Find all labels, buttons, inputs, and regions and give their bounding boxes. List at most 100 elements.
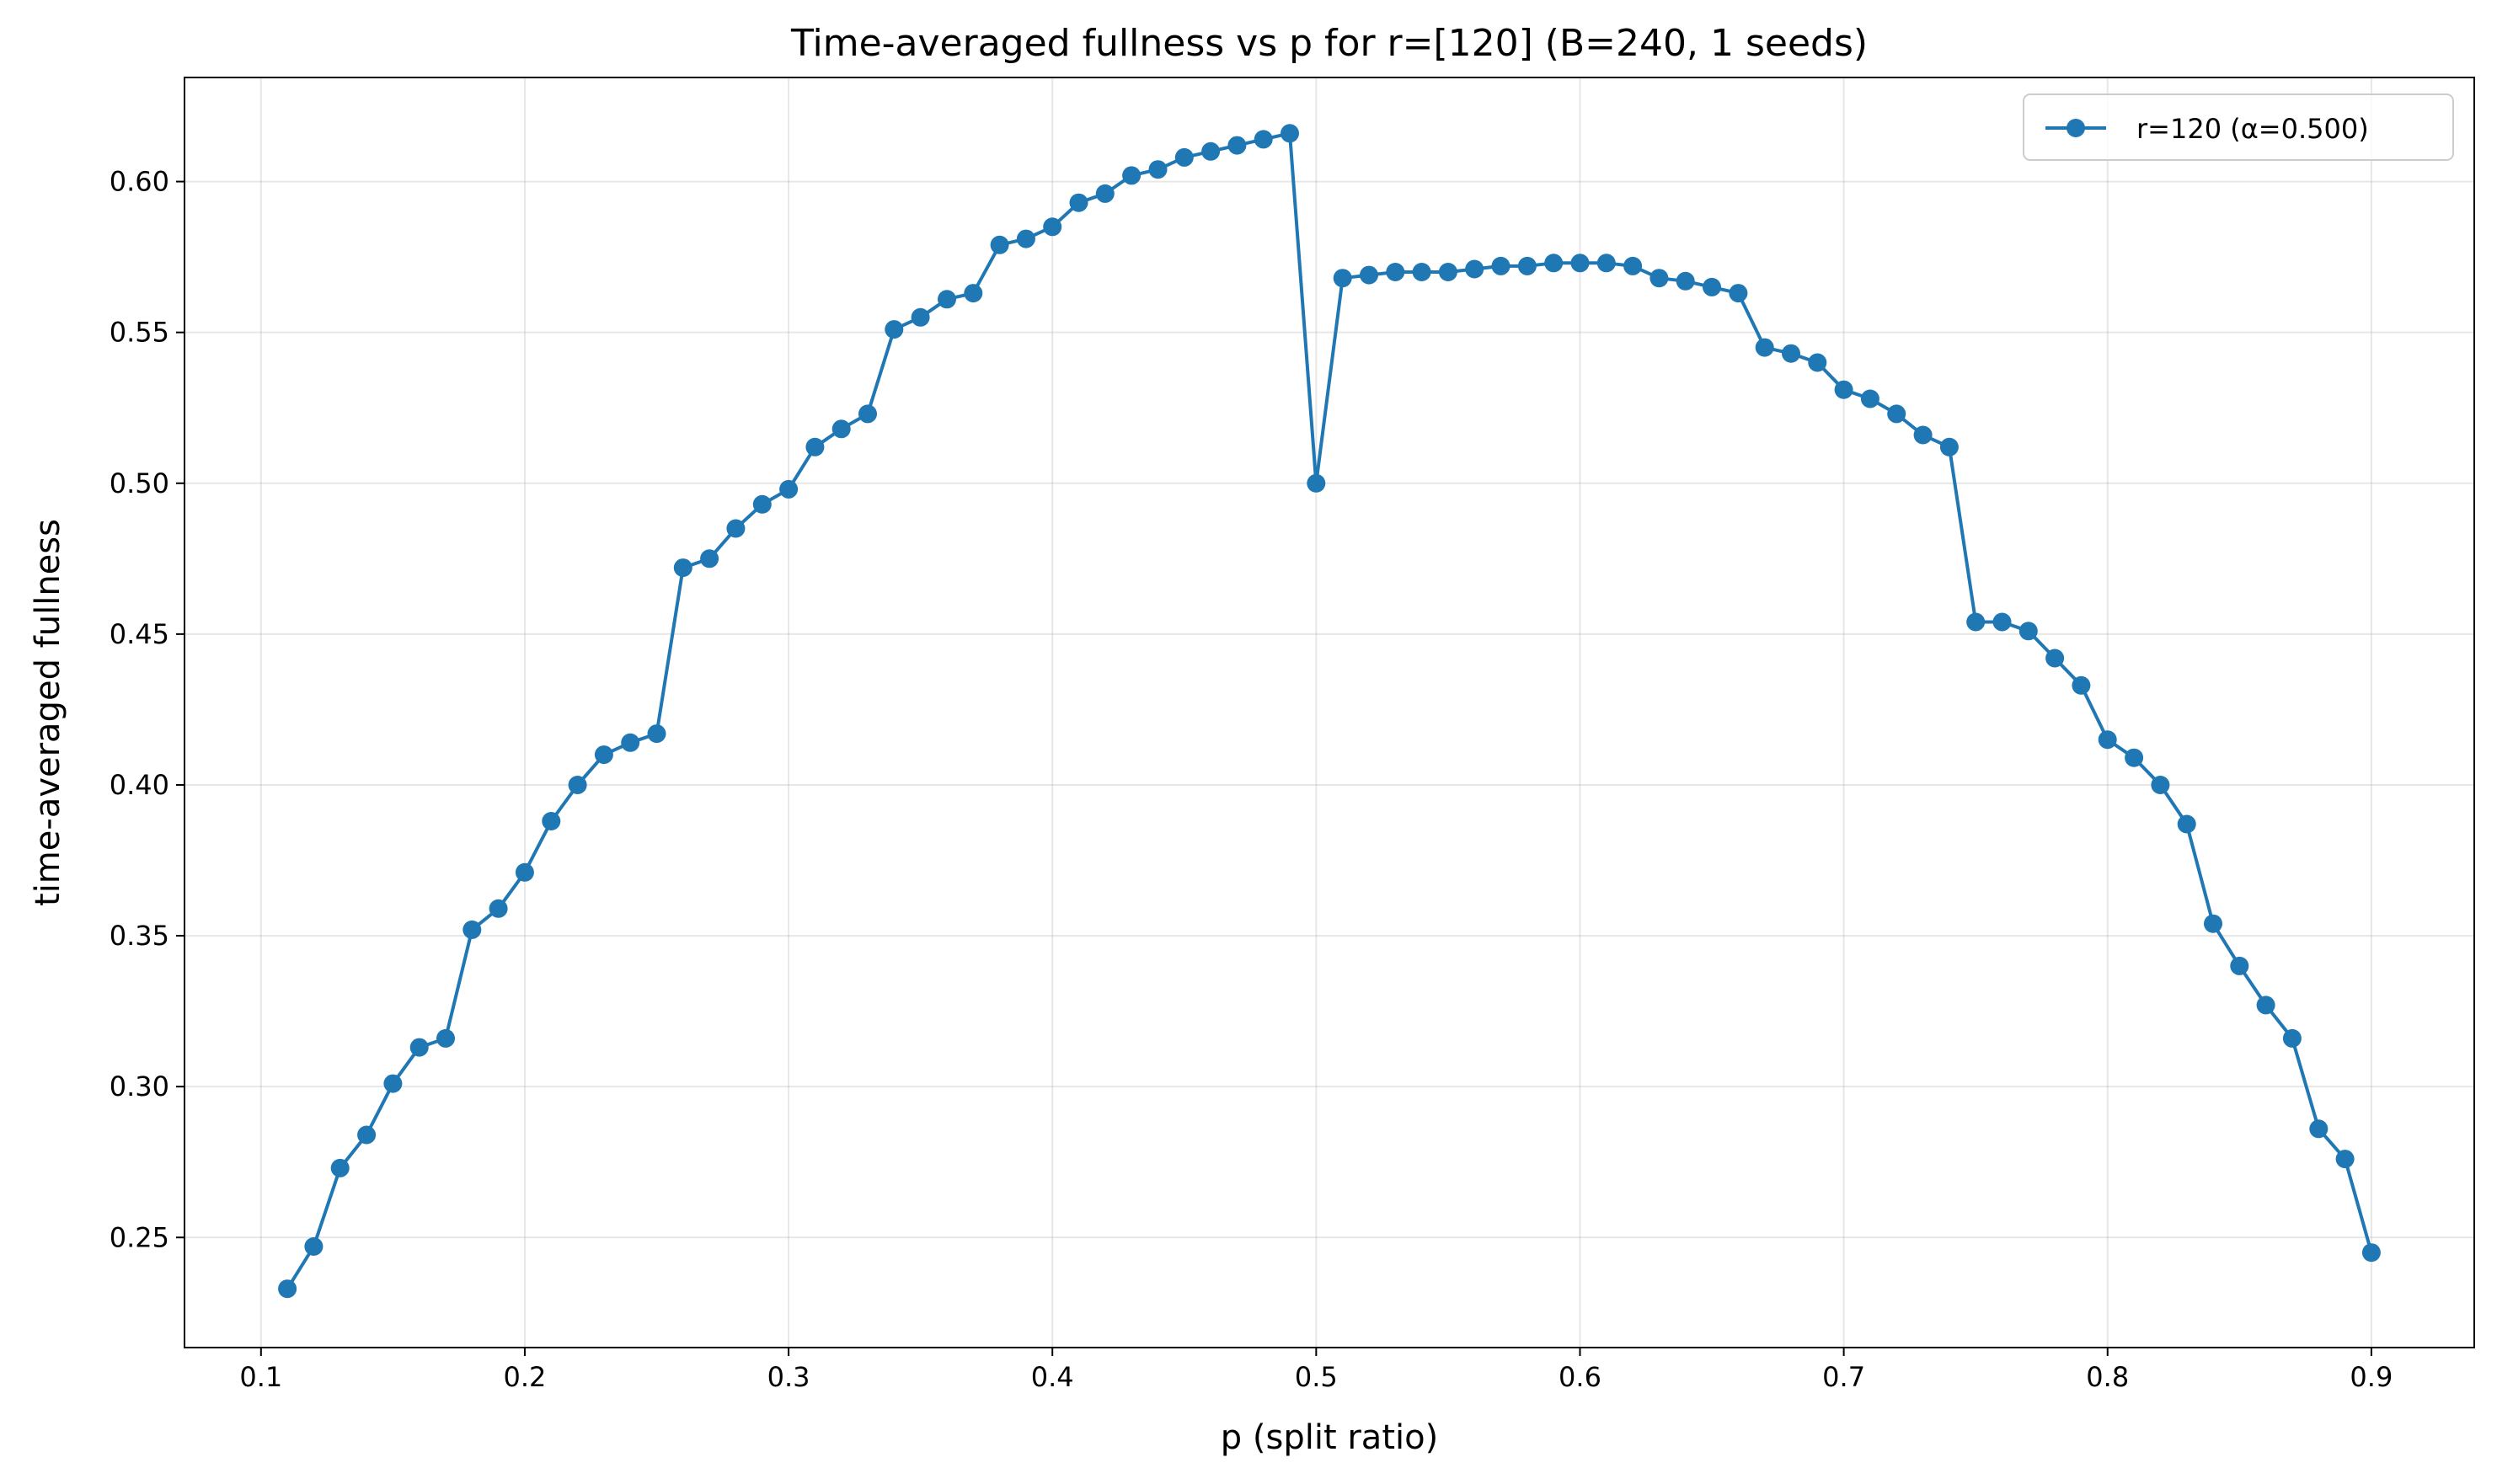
data-point bbox=[752, 494, 772, 514]
data-point bbox=[700, 549, 719, 569]
data-point bbox=[1016, 229, 1035, 248]
y-tick-label: 0.40 bbox=[110, 769, 169, 801]
data-point bbox=[1438, 263, 1457, 281]
data-point bbox=[1650, 269, 1669, 288]
data-point bbox=[1860, 389, 1879, 408]
data-point bbox=[1095, 184, 1115, 203]
chart-title: Time-averaged fullness vs p for r=[120] … bbox=[790, 22, 1868, 65]
plot-area-frame bbox=[184, 77, 2475, 1348]
data-point bbox=[1570, 254, 1590, 273]
y-axis-label: time-averaged fullness bbox=[29, 519, 67, 906]
data-point bbox=[1307, 473, 1326, 493]
data-point bbox=[1729, 284, 1748, 303]
data-point bbox=[1412, 263, 1431, 281]
data-point bbox=[357, 1125, 377, 1145]
y-tick-label: 0.45 bbox=[110, 618, 169, 650]
data-point bbox=[2335, 1150, 2355, 1169]
data-point bbox=[1360, 265, 1378, 285]
data-point bbox=[1148, 160, 1168, 179]
data-point bbox=[278, 1279, 297, 1299]
grid-lines bbox=[184, 77, 2474, 1348]
data-point bbox=[2072, 675, 2091, 695]
data-point bbox=[1201, 141, 1221, 161]
data-point bbox=[1887, 404, 1906, 424]
data-point bbox=[2309, 1119, 2329, 1139]
x-tick-label: 0.2 bbox=[503, 1361, 546, 1393]
data-point bbox=[1623, 256, 1643, 275]
x-tick-label: 0.4 bbox=[1031, 1361, 1074, 1393]
data-point bbox=[1043, 217, 1062, 237]
data-point bbox=[2177, 814, 2196, 834]
data-point bbox=[409, 1038, 429, 1057]
data-point bbox=[2098, 730, 2117, 750]
data-point bbox=[885, 320, 904, 339]
legend-box bbox=[2023, 93, 2454, 161]
data-point bbox=[1544, 254, 1564, 273]
data-point bbox=[1939, 437, 1959, 456]
y-tick-label: 0.35 bbox=[110, 920, 169, 952]
data-point bbox=[2361, 1243, 2381, 1262]
data-point bbox=[383, 1074, 403, 1093]
data-point bbox=[1703, 277, 1721, 296]
data-point bbox=[1808, 353, 1827, 372]
data-point bbox=[673, 558, 692, 578]
data-point bbox=[1069, 193, 1088, 212]
x-tick-label: 0.8 bbox=[2086, 1361, 2129, 1393]
data-point bbox=[1227, 136, 1247, 155]
data-point bbox=[2125, 748, 2144, 767]
data-point bbox=[330, 1158, 350, 1177]
y-tick-label: 0.25 bbox=[110, 1221, 169, 1253]
data-point bbox=[647, 724, 666, 744]
data-point bbox=[858, 404, 877, 424]
data-point bbox=[2256, 996, 2275, 1015]
data-point bbox=[726, 519, 746, 538]
data-point bbox=[1491, 256, 1510, 275]
legend-marker-swatch bbox=[2067, 119, 2085, 137]
y-tick-label: 0.30 bbox=[110, 1070, 169, 1102]
data-point bbox=[515, 862, 534, 882]
data-point bbox=[2045, 649, 2065, 668]
data-point bbox=[1333, 269, 1352, 288]
data-point bbox=[805, 437, 825, 456]
x-axis-ticks: 0.1 0.2 0.3 0.4 0.5 0.6 0.7 0.8 0.9 bbox=[239, 1348, 2393, 1393]
data-point bbox=[1174, 147, 1194, 167]
data-point bbox=[1465, 259, 1484, 279]
data-point bbox=[1596, 254, 1616, 273]
data-point bbox=[594, 745, 613, 765]
data-point bbox=[489, 899, 508, 918]
data-point bbox=[964, 284, 983, 303]
x-tick-label: 0.1 bbox=[239, 1361, 282, 1393]
y-tick-label: 0.60 bbox=[110, 166, 169, 198]
data-point bbox=[568, 776, 587, 794]
data-point bbox=[304, 1237, 323, 1256]
data-point bbox=[542, 812, 561, 830]
x-tick-label: 0.7 bbox=[1822, 1361, 1865, 1393]
data-point bbox=[2282, 1028, 2302, 1048]
data-point bbox=[1755, 338, 1774, 357]
data-point bbox=[1281, 124, 1299, 143]
data-point bbox=[436, 1028, 455, 1048]
series-layer bbox=[278, 124, 2381, 1299]
data-point bbox=[2230, 956, 2249, 975]
data-point bbox=[938, 290, 956, 309]
x-axis-label: p (split ratio) bbox=[1221, 1418, 1438, 1457]
data-point bbox=[1834, 380, 1853, 399]
y-tick-label: 0.50 bbox=[110, 467, 169, 499]
x-tick-label: 0.5 bbox=[1295, 1361, 1338, 1393]
data-point bbox=[831, 419, 851, 439]
data-point bbox=[2151, 776, 2170, 794]
data-point bbox=[2018, 622, 2038, 641]
x-tick-label: 0.3 bbox=[767, 1361, 810, 1393]
legend-entry-label: r=120 (α=0.500) bbox=[2136, 113, 2369, 145]
data-point bbox=[1782, 344, 1800, 363]
x-tick-label: 0.9 bbox=[2350, 1361, 2393, 1393]
y-tick-label: 0.55 bbox=[110, 317, 169, 349]
data-point bbox=[1676, 271, 1695, 291]
data-point bbox=[1254, 130, 1273, 149]
data-point bbox=[2204, 914, 2222, 933]
data-point bbox=[1913, 425, 1933, 445]
data-point bbox=[1992, 612, 2012, 632]
data-point bbox=[463, 920, 482, 939]
